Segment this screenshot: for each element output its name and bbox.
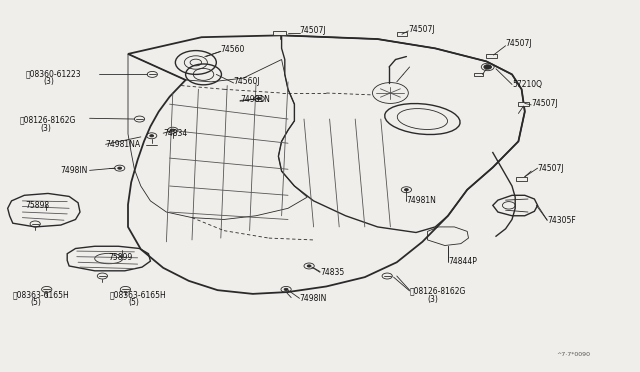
Circle shape — [150, 135, 154, 137]
Text: (5): (5) — [31, 298, 42, 307]
Text: 57210Q: 57210Q — [512, 80, 542, 89]
Text: Ⓜ08360-61223: Ⓜ08360-61223 — [26, 69, 81, 78]
Circle shape — [484, 65, 492, 69]
Circle shape — [118, 167, 122, 169]
Text: (5): (5) — [128, 298, 139, 307]
Text: ⒲08126-8162G: ⒲08126-8162G — [410, 286, 466, 295]
Circle shape — [171, 129, 175, 131]
Bar — [474, 73, 483, 76]
Text: 74305F: 74305F — [547, 216, 576, 225]
Text: 74507J: 74507J — [300, 26, 326, 35]
Text: 74560: 74560 — [221, 45, 245, 54]
Bar — [516, 177, 527, 181]
Bar — [397, 32, 407, 36]
Text: 7498IN: 7498IN — [300, 294, 327, 303]
Text: 74834: 74834 — [163, 129, 188, 138]
Text: 74981N: 74981N — [240, 95, 270, 104]
Text: 74507J: 74507J — [538, 164, 564, 173]
Text: 74844P: 74844P — [448, 257, 477, 266]
Text: 74981NA: 74981NA — [106, 140, 141, 149]
Text: (3): (3) — [44, 77, 54, 86]
Text: ^7·7*0090: ^7·7*0090 — [557, 352, 591, 357]
Text: 74560J: 74560J — [234, 77, 260, 86]
Text: 74507J: 74507J — [408, 25, 435, 33]
Circle shape — [284, 288, 288, 291]
Text: 7498IN: 7498IN — [61, 166, 88, 175]
Circle shape — [404, 189, 408, 191]
Text: 74507J: 74507J — [531, 99, 558, 108]
Text: 75899: 75899 — [109, 253, 133, 262]
Text: Ⓜ08363-6165H: Ⓜ08363-6165H — [110, 290, 167, 299]
Text: 74981N: 74981N — [406, 196, 436, 205]
Circle shape — [307, 265, 311, 267]
Text: 74507J: 74507J — [506, 39, 532, 48]
Text: 74835: 74835 — [320, 268, 344, 277]
Text: Ⓜ08363-6165H: Ⓜ08363-6165H — [13, 290, 70, 299]
Text: 75898: 75898 — [26, 201, 50, 210]
Circle shape — [257, 97, 261, 100]
Bar — [518, 102, 529, 106]
Text: (3): (3) — [40, 124, 51, 133]
Bar — [486, 54, 497, 58]
Bar — [273, 31, 286, 35]
Text: (3): (3) — [428, 295, 438, 304]
Text: ⒲08126-8162G: ⒲08126-8162G — [19, 116, 76, 125]
